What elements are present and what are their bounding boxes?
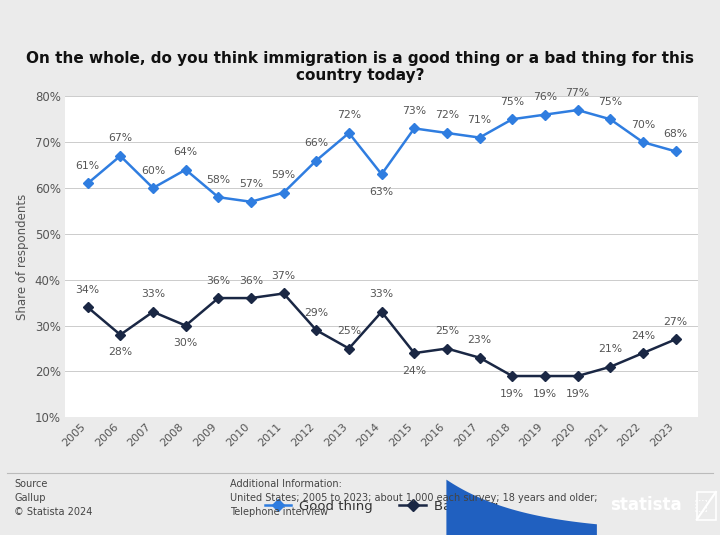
Text: 67%: 67% [108,133,132,143]
Text: On the whole, do you think immigration is a good thing or a bad thing for this
c: On the whole, do you think immigration i… [26,50,694,83]
Text: 19%: 19% [533,388,557,399]
Text: ⬚: ⬚ [693,498,708,513]
Text: 36%: 36% [206,276,230,286]
Text: 34%: 34% [76,285,100,295]
Text: 77%: 77% [565,88,590,97]
Text: 33%: 33% [141,289,165,299]
Text: 24%: 24% [402,365,426,376]
Text: 68%: 68% [663,129,688,139]
Text: 70%: 70% [631,120,655,129]
Text: 19%: 19% [500,388,524,399]
Text: 72%: 72% [337,111,361,120]
Text: 57%: 57% [239,179,263,189]
Text: 75%: 75% [598,97,622,106]
Text: 63%: 63% [369,187,394,197]
Text: statista: statista [611,496,682,515]
Text: 25%: 25% [337,326,361,336]
Text: 73%: 73% [402,106,426,116]
Legend: Good thing, Bad thing: Good thing, Bad thing [260,494,503,518]
Text: 59%: 59% [271,170,296,180]
Text: 19%: 19% [565,388,590,399]
Text: 76%: 76% [533,92,557,102]
Text: 25%: 25% [435,326,459,336]
Text: 66%: 66% [305,138,328,148]
Text: 24%: 24% [631,331,655,341]
Text: 21%: 21% [598,345,622,354]
Text: 64%: 64% [174,147,198,157]
Text: 61%: 61% [76,161,100,171]
Text: 29%: 29% [305,308,328,318]
Text: 58%: 58% [206,175,230,185]
Text: 30%: 30% [174,338,198,348]
Text: 37%: 37% [271,271,296,281]
Text: 28%: 28% [108,347,132,357]
Text: 71%: 71% [467,115,492,125]
Polygon shape [446,473,597,535]
Y-axis label: Share of respondents: Share of respondents [16,194,29,320]
Text: 36%: 36% [239,276,263,286]
Text: 33%: 33% [369,289,394,299]
Text: 27%: 27% [663,317,688,327]
Text: 23%: 23% [467,335,492,345]
Text: 75%: 75% [500,97,524,106]
Text: Source
Gallup
© Statista 2024: Source Gallup © Statista 2024 [14,479,93,517]
Text: Additional Information:
United States; 2005 to 2023; about 1,000 each survey; 18: Additional Information: United States; 2… [230,479,598,517]
Text: 60%: 60% [141,165,165,175]
Text: 72%: 72% [435,111,459,120]
